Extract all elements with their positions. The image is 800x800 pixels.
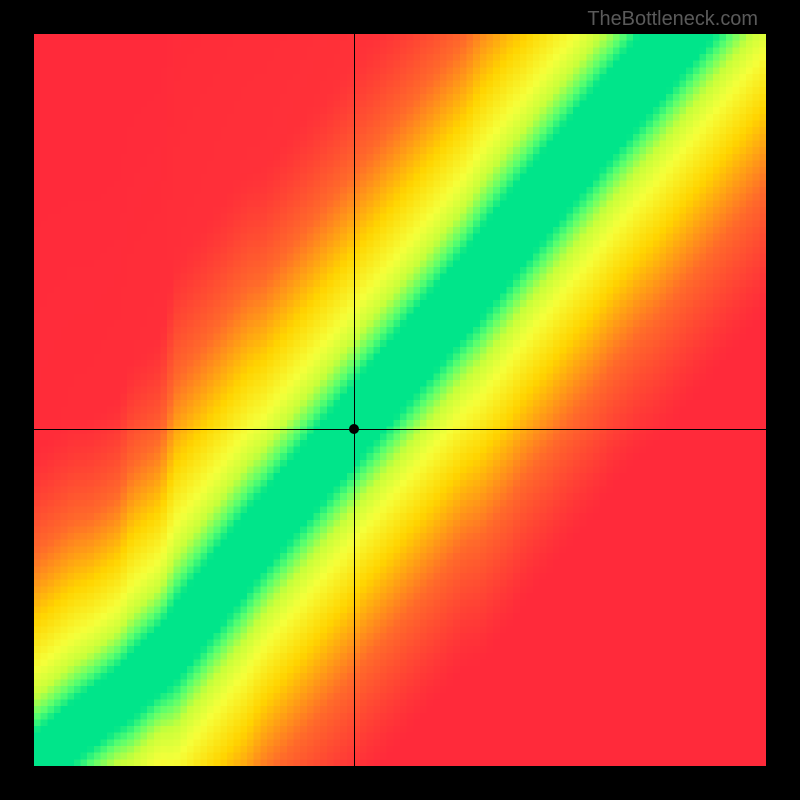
crosshair-vertical bbox=[354, 34, 355, 766]
heatmap-plot bbox=[34, 34, 766, 766]
crosshair-marker bbox=[349, 424, 359, 434]
heatmap-canvas bbox=[34, 34, 766, 766]
watermark-text: TheBottleneck.com bbox=[587, 8, 758, 31]
crosshair-horizontal bbox=[34, 429, 766, 430]
